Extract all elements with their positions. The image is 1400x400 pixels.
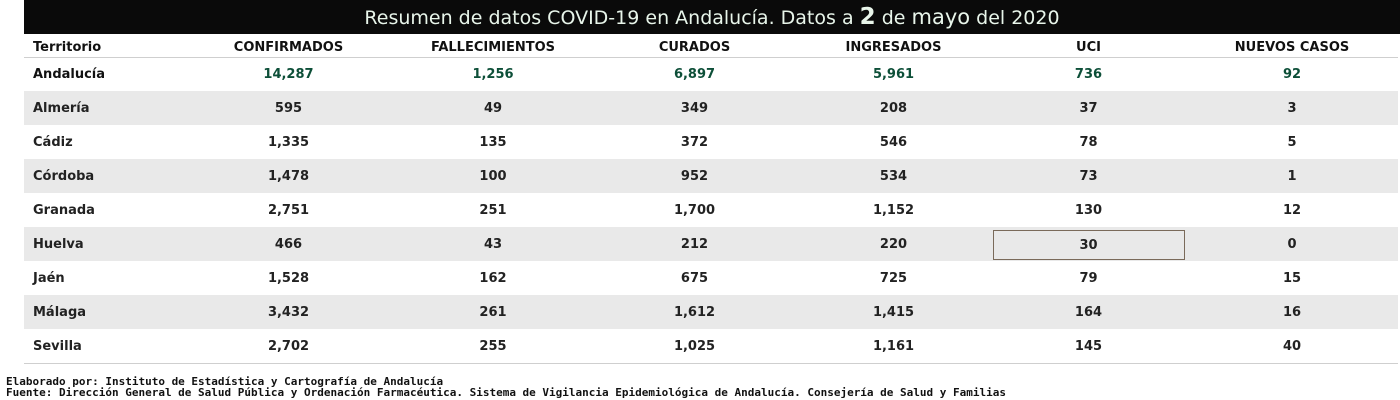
cell-nuevos: 15: [1282, 270, 1302, 286]
cell-curados: 675: [680, 270, 709, 286]
cell-fallecimientos: 135: [479, 134, 507, 150]
table-row-sevilla: Sevilla 2,702 255 1,025 1,161 145 40: [24, 329, 1398, 364]
title-day: 2: [859, 4, 876, 30]
cell-nuevos: 3: [1186, 91, 1398, 125]
cell-territory: Jaén: [33, 270, 65, 286]
cell-ingresados: 208: [796, 91, 991, 125]
table-row-malaga: Málaga 3,432 261 1,612 1,415 164 16: [24, 295, 1398, 329]
cell-nuevos: 16: [1186, 295, 1398, 329]
col-header-territorio: Territorio: [24, 38, 184, 58]
table-header-row: Territorio CONFIRMADOS FALLECIMIENTOS CU…: [24, 38, 1398, 58]
cell-nuevos: 0: [1186, 227, 1398, 261]
cell-territory: Andalucía: [33, 67, 106, 82]
table-row-andalucia: Andalucía 14,287 1,256 6,897 5,961 736 9…: [24, 58, 1398, 92]
title-part2: de: [875, 7, 912, 29]
cell-curados: 1,612: [593, 295, 796, 329]
cell-confirmados: 2,702: [184, 329, 393, 364]
cell-confirmados: 1,478: [184, 159, 393, 193]
col-header-fallecimientos: FALLECIMIENTOS: [393, 38, 593, 58]
cell-uci: 736: [1074, 67, 1103, 82]
report-title: Resumen de datos COVID-19 en Andalucía. …: [24, 0, 1400, 34]
cell-territory: Málaga: [24, 295, 184, 329]
table-row-cadiz: Cádiz 1,335 135 372 546 78 5: [24, 125, 1398, 159]
cell-nuevos: 92: [1282, 67, 1302, 82]
cell-curados: 1,700: [673, 202, 716, 218]
cell-confirmados: 2,751: [267, 202, 310, 218]
cell-fallecimientos: 43: [393, 227, 593, 261]
cell-confirmados: 3,432: [184, 295, 393, 329]
footer-elaborated-by: Elaborado por: Instituto de Estadística …: [6, 375, 444, 388]
col-header-curados: CURADOS: [593, 38, 796, 58]
cell-uci: 73: [991, 159, 1186, 193]
cell-confirmados: 595: [184, 91, 393, 125]
cell-curados: 1,025: [593, 329, 796, 364]
cell-confirmados: 1,335: [267, 134, 310, 150]
title-part1: Resumen de datos COVID-19 en Andalucía. …: [364, 7, 860, 29]
cell-nuevos: 5: [1287, 134, 1297, 150]
cell-fallecimientos: 251: [479, 202, 507, 218]
cell-fallecimientos: 162: [479, 270, 507, 286]
cell-fallecimientos: 261: [393, 295, 593, 329]
title-month: mayo: [911, 5, 971, 29]
selected-cell-box[interactable]: 30: [992, 229, 1185, 260]
cell-uci: 164: [991, 295, 1186, 329]
title-part3: del 2020: [970, 7, 1060, 29]
cell-territory: Sevilla: [24, 329, 184, 364]
covid-data-table: Territorio CONFIRMADOS FALLECIMIENTOS CU…: [24, 38, 1398, 364]
cell-ingresados: 5,961: [872, 67, 915, 82]
cell-uci: 78: [1079, 134, 1098, 150]
cell-uci: 79: [1079, 270, 1098, 286]
cell-ingresados: 1,161: [796, 329, 991, 364]
cell-fallecimientos: 1,256: [472, 67, 514, 82]
col-header-uci: UCI: [991, 38, 1186, 58]
cell-uci: 145: [991, 329, 1186, 364]
table-row-almeria: Almería 595 49 349 208 37 3: [24, 91, 1398, 125]
cell-curados: 372: [680, 134, 709, 150]
cell-confirmados: 1,528: [267, 270, 310, 286]
col-header-confirmados: CONFIRMADOS: [184, 38, 393, 58]
cell-fallecimientos: 100: [393, 159, 593, 193]
cell-fallecimientos: 255: [393, 329, 593, 364]
cell-ingresados: 1,152: [872, 202, 915, 218]
col-header-ingresados: INGRESADOS: [796, 38, 991, 58]
cell-territory: Córdoba: [24, 159, 184, 193]
cell-curados: 6,897: [673, 67, 716, 82]
cell-ingresados: 220: [796, 227, 991, 261]
cell-curados: 212: [593, 227, 796, 261]
table-row-huelva: Huelva 466 43 212 220 30 0: [24, 227, 1398, 261]
cell-nuevos: 12: [1282, 202, 1302, 218]
cell-curados: 952: [593, 159, 796, 193]
cell-ingresados: 534: [796, 159, 991, 193]
cell-ingresados: 546: [879, 134, 908, 150]
table-row-jaen: Jaén 1,528 162 675 725 79 15: [24, 261, 1398, 295]
table-row-granada: Granada 2,751 251 1,700 1,152 130 12: [24, 193, 1398, 227]
cell-fallecimientos: 49: [393, 91, 593, 125]
cell-ingresados: 725: [879, 270, 908, 286]
table-row-cordoba: Córdoba 1,478 100 952 534 73 1: [24, 159, 1398, 193]
col-header-nuevos-casos: NUEVOS CASOS: [1186, 38, 1398, 58]
cell-territory: Granada: [33, 202, 95, 218]
cell-confirmados: 466: [184, 227, 393, 261]
cell-nuevos: 40: [1186, 329, 1398, 364]
cell-curados: 349: [593, 91, 796, 125]
cell-ingresados: 1,415: [796, 295, 991, 329]
cell-territory: Almería: [24, 91, 184, 125]
cell-territory: Cádiz: [33, 134, 73, 150]
source-footer: Elaborado por: Instituto de Estadística …: [6, 376, 1006, 398]
cell-uci: 37: [991, 91, 1186, 125]
cell-nuevos: 1: [1186, 159, 1398, 193]
cell-uci-selected[interactable]: 30: [991, 227, 1186, 261]
footer-source: Fuente: Dirección General de Salud Públi…: [6, 386, 1007, 399]
cell-territory: Huelva: [24, 227, 184, 261]
cell-uci: 130: [1074, 202, 1103, 218]
cell-confirmados: 14,287: [263, 67, 314, 82]
